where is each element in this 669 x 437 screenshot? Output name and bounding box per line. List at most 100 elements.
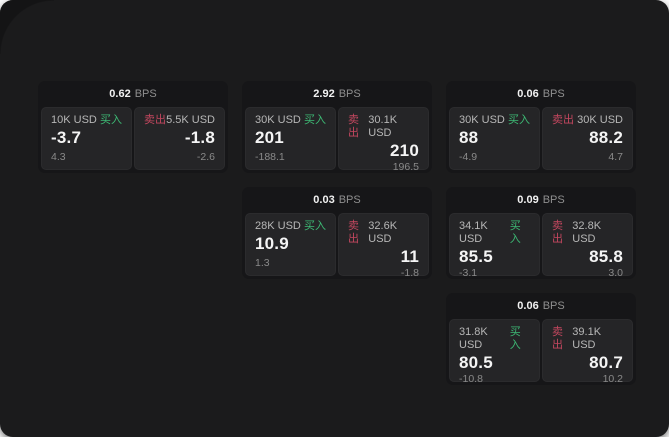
bps-unit: BPS: [134, 88, 157, 100]
bps-value: 0.03: [313, 194, 335, 206]
buy-price: 88: [459, 128, 479, 147]
buy-row: 28K USD 买入: [255, 220, 326, 233]
bps-value: 0.06: [517, 88, 539, 100]
sell-row: 卖出 5.5K USD: [144, 114, 215, 127]
sell-side-label: 卖出: [552, 326, 563, 351]
sell-change: 10.2: [602, 373, 623, 385]
buy-change: -4.9: [459, 151, 478, 163]
buy-row: 10K USD 买入: [51, 114, 122, 127]
quote-card: 0.62 BPS 10K USD 买入 -3.7 4.3 卖出 5.5K USD…: [38, 81, 228, 173]
bps-value: 0.06: [517, 300, 539, 312]
sell-amount: 39.1K USD: [572, 326, 602, 351]
bps-header: 0.06 BPS: [446, 293, 636, 319]
buy-change: -188.1: [255, 151, 285, 163]
buy-panel[interactable]: 10K USD 买入 -3.7 4.3: [41, 107, 132, 170]
quote-card: 0.06 BPS 31.8K USD 买入 80.5 -10.8 卖出 39.1…: [446, 293, 636, 385]
buy-price: 85.5: [459, 247, 493, 266]
buy-change: 1.3: [255, 257, 270, 269]
sell-amount: 5.5K USD: [166, 114, 215, 126]
bps-unit: BPS: [542, 300, 565, 312]
sell-side-label: 卖出: [348, 114, 359, 139]
sell-amount: 32.6K USD: [368, 220, 398, 245]
buy-amount: 30K USD: [459, 114, 505, 126]
sell-row: 卖出 30.1K USD: [348, 114, 419, 140]
sell-side-label: 卖出: [552, 220, 563, 245]
sell-price: -1.8: [184, 128, 215, 147]
sell-amount: 30.1K USD: [368, 114, 398, 139]
buy-panel[interactable]: 28K USD 买入 10.9 1.3: [245, 213, 336, 276]
sell-panel[interactable]: 卖出 32.6K USD 11 -1.8: [338, 213, 429, 279]
bps-header: 0.06 BPS: [446, 81, 636, 107]
quote-panels: 34.1K USD 买入 85.5 -3.1 卖出 32.8K USD 85.8…: [446, 213, 636, 279]
sell-price: 80.7: [589, 353, 623, 372]
buy-price: -3.7: [51, 128, 82, 147]
sell-side-label: 卖出: [144, 114, 166, 126]
sell-price: 88.2: [589, 128, 623, 147]
quote-card: 0.03 BPS 28K USD 买入 10.9 1.3 卖出 32.6K US…: [242, 187, 432, 279]
bps-unit: BPS: [542, 88, 565, 100]
buy-change: -10.8: [459, 373, 483, 385]
buy-amount: 30K USD: [255, 114, 301, 126]
bps-value: 0.09: [517, 194, 539, 206]
bps-unit: BPS: [542, 194, 565, 206]
buy-row: 34.1K USD 买入: [459, 220, 530, 246]
buy-price: 10.9: [255, 234, 289, 253]
buy-side-label: 买入: [509, 220, 521, 245]
buy-panel[interactable]: 30K USD 买入 88 -4.9: [449, 107, 540, 170]
sell-panel[interactable]: 卖出 30.1K USD 210 196.5: [338, 107, 429, 173]
sell-row: 卖出 32.8K USD: [552, 220, 623, 246]
quote-panels: 28K USD 买入 10.9 1.3 卖出 32.6K USD 11 -1.8: [242, 213, 432, 279]
bps-header: 0.03 BPS: [242, 187, 432, 213]
buy-amount: 31.8K USD: [459, 326, 488, 351]
quote-card: 2.92 BPS 30K USD 买入 201 -188.1 卖出 30.1K …: [242, 81, 432, 173]
sell-side-label: 卖出: [552, 114, 574, 126]
buy-change: 4.3: [51, 151, 66, 163]
sell-row: 卖出 39.1K USD: [552, 326, 623, 352]
bps-value: 0.62: [109, 88, 131, 100]
corner-shade-decoration: [0, 0, 54, 54]
sell-panel[interactable]: 卖出 5.5K USD -1.8 -2.6: [134, 107, 225, 170]
buy-change: -3.1: [459, 267, 478, 279]
buy-amount: 34.1K USD: [459, 220, 488, 245]
buy-row: 31.8K USD 买入: [459, 326, 530, 352]
sell-panel[interactable]: 卖出 39.1K USD 80.7 10.2: [542, 319, 633, 385]
sell-price: 210: [390, 141, 419, 160]
buy-side-label: 买入: [100, 114, 122, 126]
bps-header: 0.62 BPS: [38, 81, 228, 107]
bps-header: 0.09 BPS: [446, 187, 636, 213]
sell-amount: 30K USD: [577, 114, 623, 126]
buy-panel[interactable]: 31.8K USD 买入 80.5 -10.8: [449, 319, 540, 385]
bps-unit: BPS: [338, 88, 361, 100]
sell-amount: 32.8K USD: [572, 220, 602, 245]
buy-row: 30K USD 买入: [255, 114, 326, 127]
quote-panels: 30K USD 买入 201 -188.1 卖出 30.1K USD 210 1…: [242, 107, 432, 173]
buy-amount: 28K USD: [255, 220, 301, 232]
sell-panel[interactable]: 卖出 32.8K USD 85.8 3.0: [542, 213, 633, 279]
sell-row: 卖出 30K USD: [552, 114, 623, 127]
buy-price: 201: [255, 128, 284, 147]
quote-panels: 10K USD 买入 -3.7 4.3 卖出 5.5K USD -1.8 -2.…: [38, 107, 228, 170]
sell-price: 85.8: [589, 247, 623, 266]
quote-panels: 31.8K USD 买入 80.5 -10.8 卖出 39.1K USD 80.…: [446, 319, 636, 385]
bps-value: 2.92: [313, 88, 335, 100]
sell-price: 11: [400, 247, 419, 266]
quote-card: 0.06 BPS 30K USD 买入 88 -4.9 卖出 30K USD 8…: [446, 81, 636, 173]
buy-row: 30K USD 买入: [459, 114, 530, 127]
quote-card: 0.09 BPS 34.1K USD 买入 85.5 -3.1 卖出 32.8K…: [446, 187, 636, 279]
sell-change: 4.7: [608, 151, 623, 163]
sell-side-label: 卖出: [348, 220, 359, 245]
buy-panel[interactable]: 34.1K USD 买入 85.5 -3.1: [449, 213, 540, 279]
sell-change: 196.5: [392, 161, 419, 173]
sell-change: -1.8: [400, 267, 419, 279]
quote-panels: 30K USD 买入 88 -4.9 卖出 30K USD 88.2 4.7: [446, 107, 636, 170]
buy-side-label: 买入: [304, 220, 326, 232]
buy-amount: 10K USD: [51, 114, 97, 126]
bps-unit: BPS: [338, 194, 361, 206]
sell-panel[interactable]: 卖出 30K USD 88.2 4.7: [542, 107, 633, 170]
buy-side-label: 买入: [509, 326, 521, 351]
sell-change: 3.0: [608, 267, 623, 279]
buy-side-label: 买入: [304, 114, 326, 126]
buy-side-label: 买入: [508, 114, 530, 126]
buy-panel[interactable]: 30K USD 买入 201 -188.1: [245, 107, 336, 170]
